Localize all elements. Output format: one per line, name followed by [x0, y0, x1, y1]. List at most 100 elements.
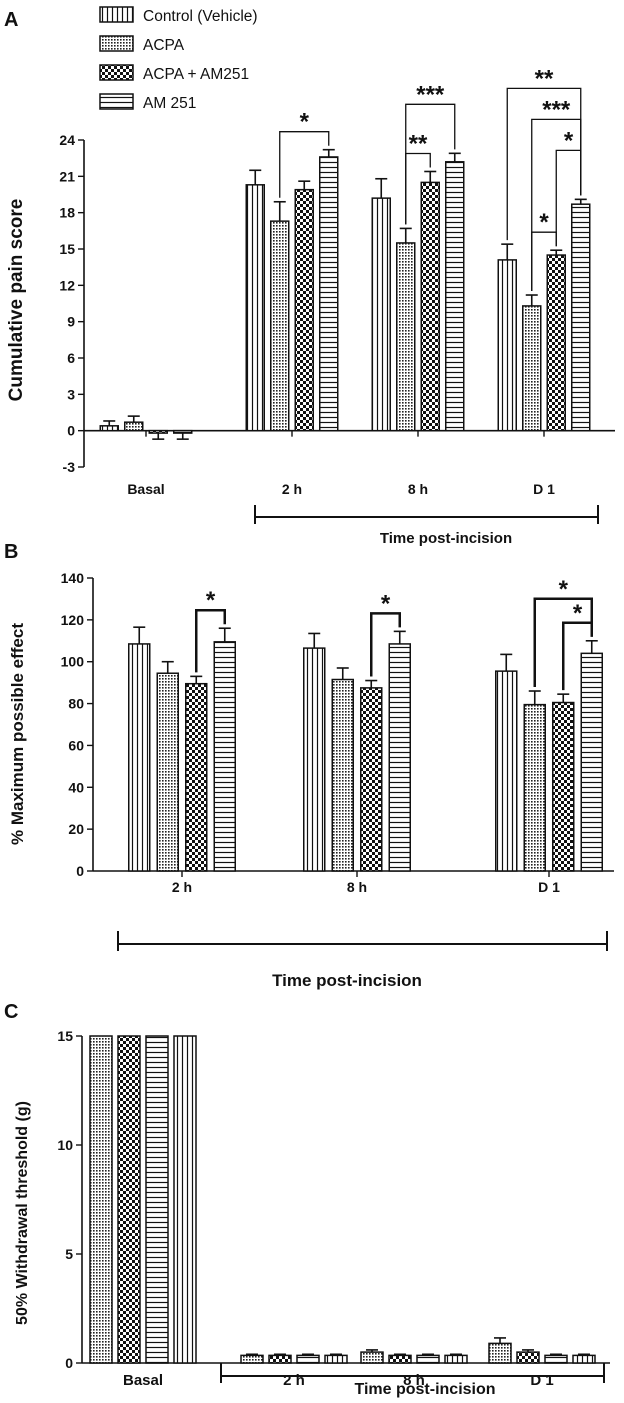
- bar-a-am-251-2-h: [319, 156, 339, 432]
- bar-b-acpa-am251-d-1: [552, 701, 575, 872]
- a-y-tick-label: 3: [67, 386, 75, 402]
- significance-label: *: [206, 587, 216, 614]
- bar-c-control-vehicle-basal: [173, 1035, 197, 1364]
- a-y-tick-label: -3: [63, 459, 76, 475]
- bar-a-acpa-am251-8-h: [420, 181, 440, 432]
- bar-a-am-251-8-h: [445, 161, 465, 432]
- legend-item-control: Control (Vehicle): [99, 6, 258, 25]
- x-tick-label: 2 h: [283, 1372, 305, 1389]
- panel-letter-b: B: [4, 541, 18, 563]
- legend: Control (Vehicle) ACPA ACPA + AM251 AM 2…: [99, 6, 258, 112]
- a-y-tick-label: 15: [59, 241, 75, 257]
- bar-c-acpa-am251-2-h: [268, 1354, 292, 1364]
- bar-a-am-251-d-1: [571, 203, 591, 432]
- bar-c-control-vehicle-2-h: [324, 1354, 348, 1364]
- significance-label: *: [300, 109, 310, 136]
- x-tick-label: Basal: [127, 481, 164, 497]
- b-y-tick-label: 0: [76, 863, 84, 879]
- bar-b-control-vehicle-2-h: [128, 643, 151, 872]
- a-y-tick-label: 18: [59, 205, 75, 221]
- significance-label: **: [535, 65, 554, 92]
- bar-a-acpa-am251-basal: [148, 429, 168, 434]
- legend-swatch-control: [99, 6, 134, 23]
- bar-c-control-vehicle-8-h: [444, 1354, 468, 1364]
- a-y-tick-label: 6: [67, 350, 75, 366]
- c-y-tick-label: 5: [65, 1246, 73, 1262]
- a-y-tick-label: 0: [67, 423, 75, 439]
- bar-a-control-vehicle-8-h: [371, 197, 391, 432]
- bar-b-acpa-8-h: [331, 678, 354, 872]
- a-y-tick-label: 21: [59, 168, 75, 184]
- x-tick-label: Basal: [123, 1372, 163, 1389]
- x-tick-label: D 1: [530, 1372, 553, 1389]
- x-tick-label: 2 h: [282, 481, 302, 497]
- bar-b-am-251-2-h: [213, 641, 236, 872]
- bar-c-am-251-basal: [145, 1035, 169, 1364]
- significance-label: *: [573, 600, 583, 627]
- a-y-tick-label: 12: [59, 277, 75, 293]
- bar-a-acpa-am251-d-1: [546, 254, 566, 432]
- b-y-tick-label: 140: [61, 570, 85, 586]
- b-y-tick-label: 40: [68, 779, 84, 795]
- bar-c-am-251-8-h: [416, 1354, 440, 1364]
- bar-a-acpa-8-h: [396, 242, 416, 432]
- c-y-tick-label: 10: [57, 1137, 73, 1153]
- bar-b-control-vehicle-8-h: [303, 647, 326, 872]
- legend-swatch-am251: [99, 93, 134, 110]
- significance-label: **: [409, 130, 428, 157]
- bar-c-acpa-2-h: [240, 1354, 264, 1364]
- significance-bracket: [370, 612, 401, 677]
- b-y-tick-label: 120: [61, 612, 85, 628]
- legend-label-acpa: ACPA: [143, 37, 185, 54]
- a-y-tick-label: 9: [67, 314, 75, 330]
- bar-c-am-251-d-1: [544, 1354, 568, 1364]
- bar-a-control-vehicle-2-h: [245, 184, 265, 432]
- x-tick-label: 8 h: [408, 481, 428, 497]
- bar-c-acpa-am251-d-1: [516, 1351, 540, 1364]
- bar-b-acpa-2-h: [156, 672, 179, 872]
- bar-c-acpa-d-1: [488, 1342, 512, 1364]
- legend-swatch-acpa: [99, 35, 134, 52]
- b-y-tick-label: 20: [68, 821, 84, 837]
- panel-b-xlabel: Time post-incision: [272, 971, 422, 990]
- bar-c-acpa-basal: [89, 1035, 113, 1364]
- panel-c-ylabel: 50% Withdrawal threshold (g): [14, 1101, 31, 1325]
- bar-a-control-vehicle-basal: [99, 425, 119, 432]
- b-y-tick-label: 80: [68, 696, 84, 712]
- bar-a-acpa-2-h: [270, 220, 290, 432]
- c-y-tick-label: 0: [65, 1355, 73, 1371]
- bar-c-acpa-am251-basal: [117, 1035, 141, 1364]
- significance-label: *: [564, 127, 574, 154]
- bar-b-acpa-am251-8-h: [360, 687, 383, 872]
- legend-item-am251: AM 251: [99, 93, 196, 112]
- x-tick-label: 2 h: [172, 879, 192, 895]
- significance-label: ***: [542, 96, 571, 123]
- legend-label-acpa-am251: ACPA + AM251: [143, 66, 249, 83]
- significance-bracket: [506, 87, 582, 241]
- legend-item-acpa: ACPA: [99, 35, 185, 54]
- panel-letter-a: A: [4, 9, 18, 31]
- significance-label: ***: [416, 81, 445, 108]
- x-tick-label: D 1: [533, 481, 555, 497]
- bar-a-acpa-d-1: [522, 305, 542, 432]
- a-y-tick-label: 24: [59, 132, 75, 148]
- b-y-tick-label: 60: [68, 737, 84, 753]
- panel-b-ylabel: % Maximum possible effect: [8, 623, 27, 845]
- significance-label: *: [381, 590, 391, 617]
- significance-bracket: [195, 608, 226, 673]
- bar-c-control-vehicle-d-1: [572, 1354, 596, 1364]
- panel-c-xlabel: Time post-incision: [354, 1381, 495, 1398]
- significance-label: *: [539, 209, 549, 236]
- panel-a-xlabel: Time post-incision: [380, 530, 512, 547]
- bar-c-acpa-am251-8-h: [388, 1354, 412, 1364]
- x-tick-label: 8 h: [347, 879, 367, 895]
- bar-b-am-251-8-h: [388, 643, 411, 872]
- significance-bracket: [405, 103, 456, 225]
- bar-a-control-vehicle-d-1: [497, 259, 517, 432]
- bar-a-acpa-am251-2-h: [294, 188, 314, 432]
